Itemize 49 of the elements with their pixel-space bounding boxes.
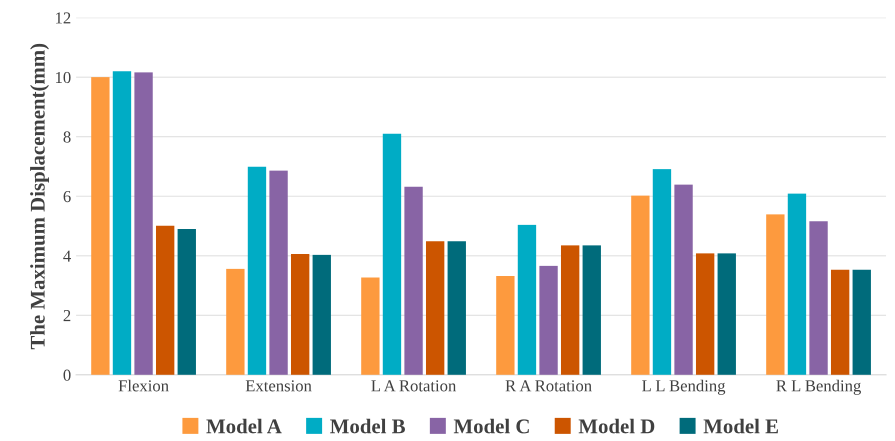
bar xyxy=(426,241,444,375)
y-tick-label: 12 xyxy=(56,12,70,24)
bar xyxy=(448,241,466,375)
x-tick-label: L A Rotation xyxy=(371,380,456,392)
bar xyxy=(539,266,558,375)
bar xyxy=(852,270,871,375)
bar xyxy=(312,254,331,375)
bar xyxy=(696,253,714,375)
bar xyxy=(112,71,132,375)
y-tick-label: 4 xyxy=(63,250,71,262)
bar xyxy=(134,72,153,375)
legend-label: Model E xyxy=(704,418,778,434)
y-axis-title: The Maximum Displacement(mm) xyxy=(30,44,49,350)
y-tick-label: 2 xyxy=(64,310,70,322)
bar xyxy=(766,214,785,375)
y-tick-label: 10 xyxy=(56,72,71,84)
bar xyxy=(382,134,402,375)
bar xyxy=(518,224,536,375)
bar xyxy=(361,278,380,375)
y-tick-label: 6 xyxy=(64,190,71,202)
x-tick-label: Flexion xyxy=(118,380,169,392)
x-tick-label: Extension xyxy=(246,380,312,392)
bar xyxy=(404,186,423,375)
bar xyxy=(290,254,310,375)
bar xyxy=(674,184,693,375)
legend-label: Model A xyxy=(206,418,282,434)
y-tick-label: 8 xyxy=(64,131,71,143)
bar xyxy=(809,221,828,375)
bar xyxy=(560,245,580,375)
x-tick-label: R L Bending xyxy=(776,380,861,395)
y-tick-label: 0 xyxy=(64,370,71,381)
bar xyxy=(91,77,110,375)
x-tick-label: L L Bending xyxy=(642,380,726,395)
bar xyxy=(226,268,245,375)
bar xyxy=(718,253,736,375)
bar xyxy=(582,245,601,375)
bar xyxy=(178,228,196,375)
legend-label: Model B xyxy=(330,418,405,434)
bar xyxy=(496,276,515,375)
x-tick-label: R A Rotation xyxy=(506,380,592,392)
bar xyxy=(269,170,288,375)
bar xyxy=(830,270,850,375)
legend-label: Model D xyxy=(578,418,654,434)
legend-label: Model C xyxy=(454,418,529,434)
bar xyxy=(248,166,266,375)
bar xyxy=(788,194,806,375)
bar xyxy=(631,196,650,375)
bar xyxy=(156,226,174,375)
bar xyxy=(652,169,672,375)
